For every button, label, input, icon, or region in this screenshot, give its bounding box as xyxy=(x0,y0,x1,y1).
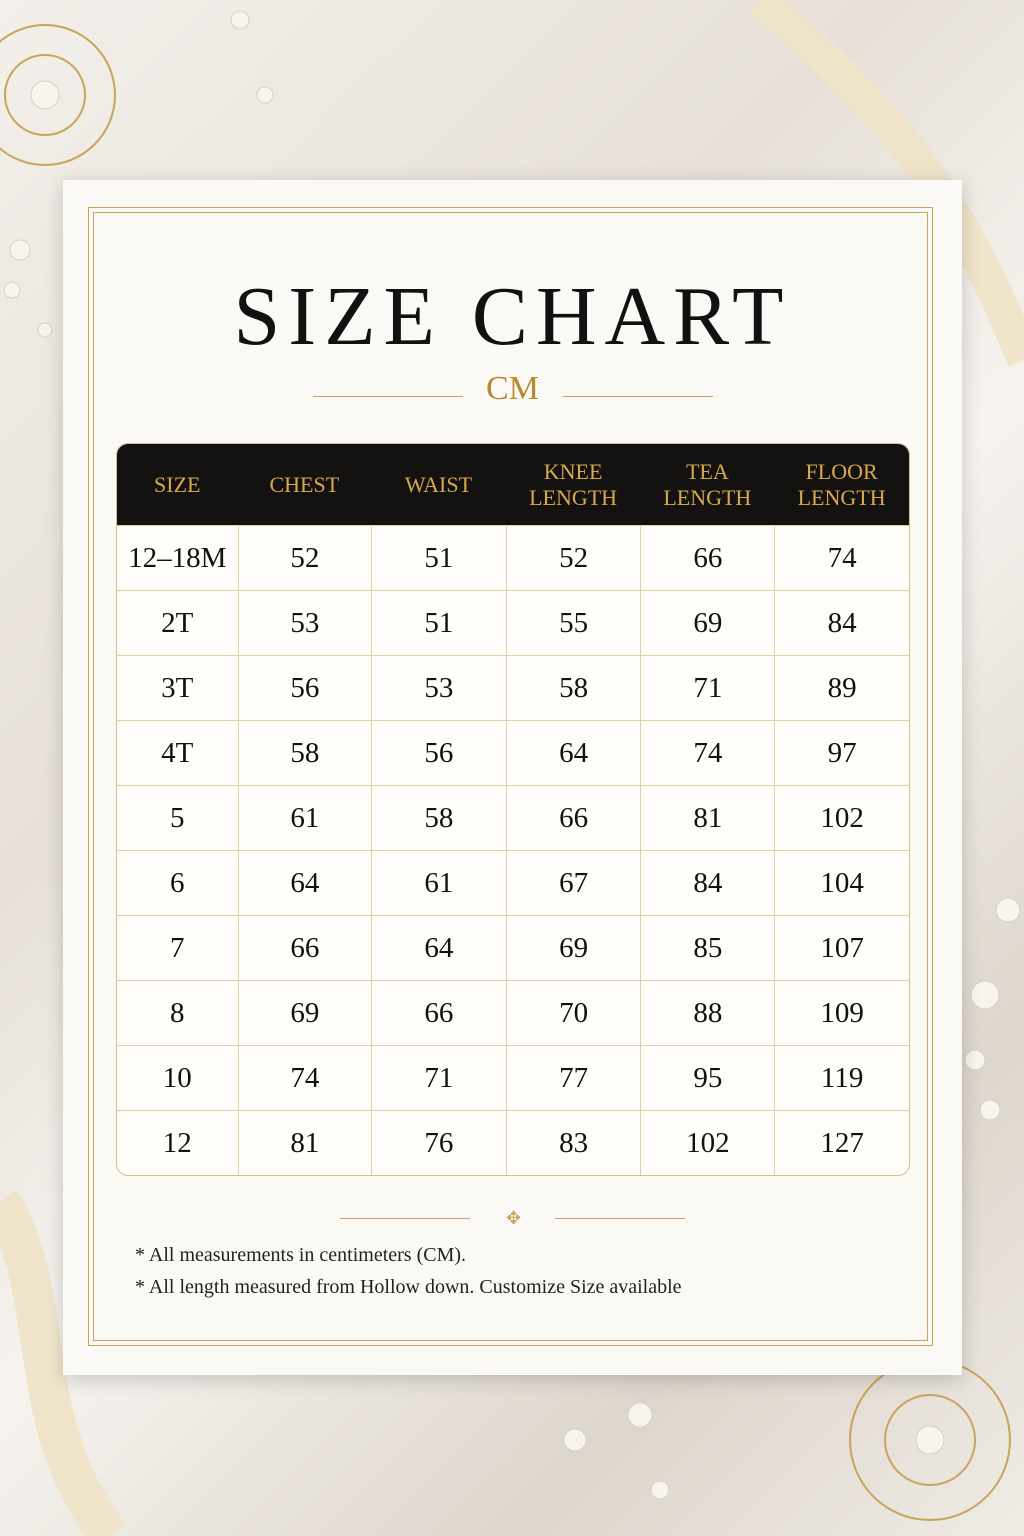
measure-cell: 74 xyxy=(774,525,909,590)
measure-cell: 66 xyxy=(505,785,641,850)
measure-cell: 77 xyxy=(505,1045,641,1110)
title: SIZE CHART xyxy=(233,270,792,363)
measure-cell: 71 xyxy=(640,655,775,720)
measure-cell: 58 xyxy=(237,720,372,785)
divider xyxy=(563,396,713,397)
table-row: 2T 53 51 55 69 84 xyxy=(117,590,909,655)
measure-cell: 56 xyxy=(371,720,506,785)
measure-cell: 66 xyxy=(640,525,775,590)
measure-cell: 119 xyxy=(774,1045,909,1110)
measure-cell: 66 xyxy=(237,915,372,980)
frame xyxy=(88,207,933,1346)
measure-cell: 61 xyxy=(237,785,372,850)
measure-cell: 97 xyxy=(774,720,909,785)
header-row: SIZE CHEST WAIST KNEE LENGTH TEA LENGTH FLOOR… xyxy=(117,444,909,525)
measure-cell: 69 xyxy=(237,980,372,1045)
measure-cell: 89 xyxy=(774,655,909,720)
measure-cell: 84 xyxy=(640,850,775,915)
table-row: 12–18M 52 51 52 66 74 xyxy=(117,525,909,590)
measure-cell: 84 xyxy=(774,590,909,655)
ornament: ✥ xyxy=(506,1208,522,1228)
measure-cell: 51 xyxy=(371,525,506,590)
measure-cell: 55 xyxy=(505,590,641,655)
measure-cell: 71 xyxy=(371,1045,506,1110)
measure-cell: 81 xyxy=(237,1110,372,1175)
note: * All measurements in centimeters (CM). xyxy=(135,1244,467,1266)
column-header: WAIST xyxy=(371,444,506,525)
divider xyxy=(313,396,463,397)
table-row: 4T 58 56 64 74 97 xyxy=(117,720,909,785)
column-header: CHEST xyxy=(237,444,372,525)
size-cell: 3T xyxy=(117,655,238,720)
measure-cell: 53 xyxy=(371,655,506,720)
size-cell: 8 xyxy=(117,980,238,1045)
measure-cell: 70 xyxy=(505,980,641,1045)
measure-cell: 127 xyxy=(774,1110,909,1175)
measure-cell: 61 xyxy=(371,850,506,915)
measure-cell: 58 xyxy=(505,655,641,720)
measure-cell: 104 xyxy=(774,850,909,915)
size-table: SIZE CHEST WAIST KNEE LENGTH TEA LENGTH FLOOR… xyxy=(116,443,910,1176)
table-row: 3T 56 53 58 71 89 xyxy=(117,655,909,720)
measure-cell: 52 xyxy=(505,525,641,590)
size-cell: 10 xyxy=(117,1045,238,1110)
measure-cell: 69 xyxy=(505,915,641,980)
measure-cell: 56 xyxy=(237,655,372,720)
measure-cell: 88 xyxy=(640,980,775,1045)
measure-cell: 102 xyxy=(640,1110,775,1175)
measure-cell: 52 xyxy=(237,525,372,590)
measure-cell: 81 xyxy=(640,785,775,850)
measure-cell: 76 xyxy=(371,1110,506,1175)
size-cell: 7 xyxy=(117,915,238,980)
size-card: SIZE CHART CM ✥ SIZE CHEST WAIST KNEE LENGT… xyxy=(63,180,962,1375)
size-cell: 4T xyxy=(117,720,238,785)
measure-cell: 83 xyxy=(505,1110,641,1175)
measure-cell: 102 xyxy=(774,785,909,850)
table-body: 12–18M 52 51 52 66 74 2T 53 51 55 69 84 3T 56 53 58 71 89… xyxy=(117,525,909,1175)
size-cell: 12–18M xyxy=(117,525,238,590)
measure-cell: 107 xyxy=(774,915,909,980)
table-row: 8 69 66 70 88 109 xyxy=(117,980,909,1045)
divider xyxy=(340,1218,470,1219)
measure-cell: 95 xyxy=(640,1045,775,1110)
measure-cell: 74 xyxy=(237,1045,372,1110)
measure-cell: 67 xyxy=(505,850,641,915)
size-cell: 5 xyxy=(117,785,238,850)
size-cell: 6 xyxy=(117,850,238,915)
unit: CM xyxy=(486,370,539,407)
column-header: TEA LENGTH xyxy=(640,444,775,525)
table-row: 10 74 71 77 95 119 xyxy=(117,1045,909,1110)
measure-cell: 74 xyxy=(640,720,775,785)
divider xyxy=(555,1218,685,1219)
measure-cell: 109 xyxy=(774,980,909,1045)
column-header: FLOOR LENGTH xyxy=(774,444,909,525)
measure-cell: 66 xyxy=(371,980,506,1045)
table-row: 5 61 58 66 81 102 xyxy=(117,785,909,850)
measure-cell: 85 xyxy=(640,915,775,980)
measure-cell: 64 xyxy=(371,915,506,980)
table-row: 12 81 76 83 102 127 xyxy=(117,1110,909,1175)
column-header: SIZE xyxy=(117,444,238,525)
size-cell: 2T xyxy=(117,590,238,655)
size-cell: 12 xyxy=(117,1110,238,1175)
note: * All length measured from Hollow down. … xyxy=(135,1276,682,1298)
measure-cell: 53 xyxy=(237,590,372,655)
measure-cell: 58 xyxy=(371,785,506,850)
table-row: 6 64 61 67 84 104 xyxy=(117,850,909,915)
measure-cell: 51 xyxy=(371,590,506,655)
measure-cell: 64 xyxy=(505,720,641,785)
measure-cell: 64 xyxy=(237,850,372,915)
column-header: KNEE LENGTH xyxy=(505,444,641,525)
measure-cell: 69 xyxy=(640,590,775,655)
table-row: 7 66 64 69 85 107 xyxy=(117,915,909,980)
